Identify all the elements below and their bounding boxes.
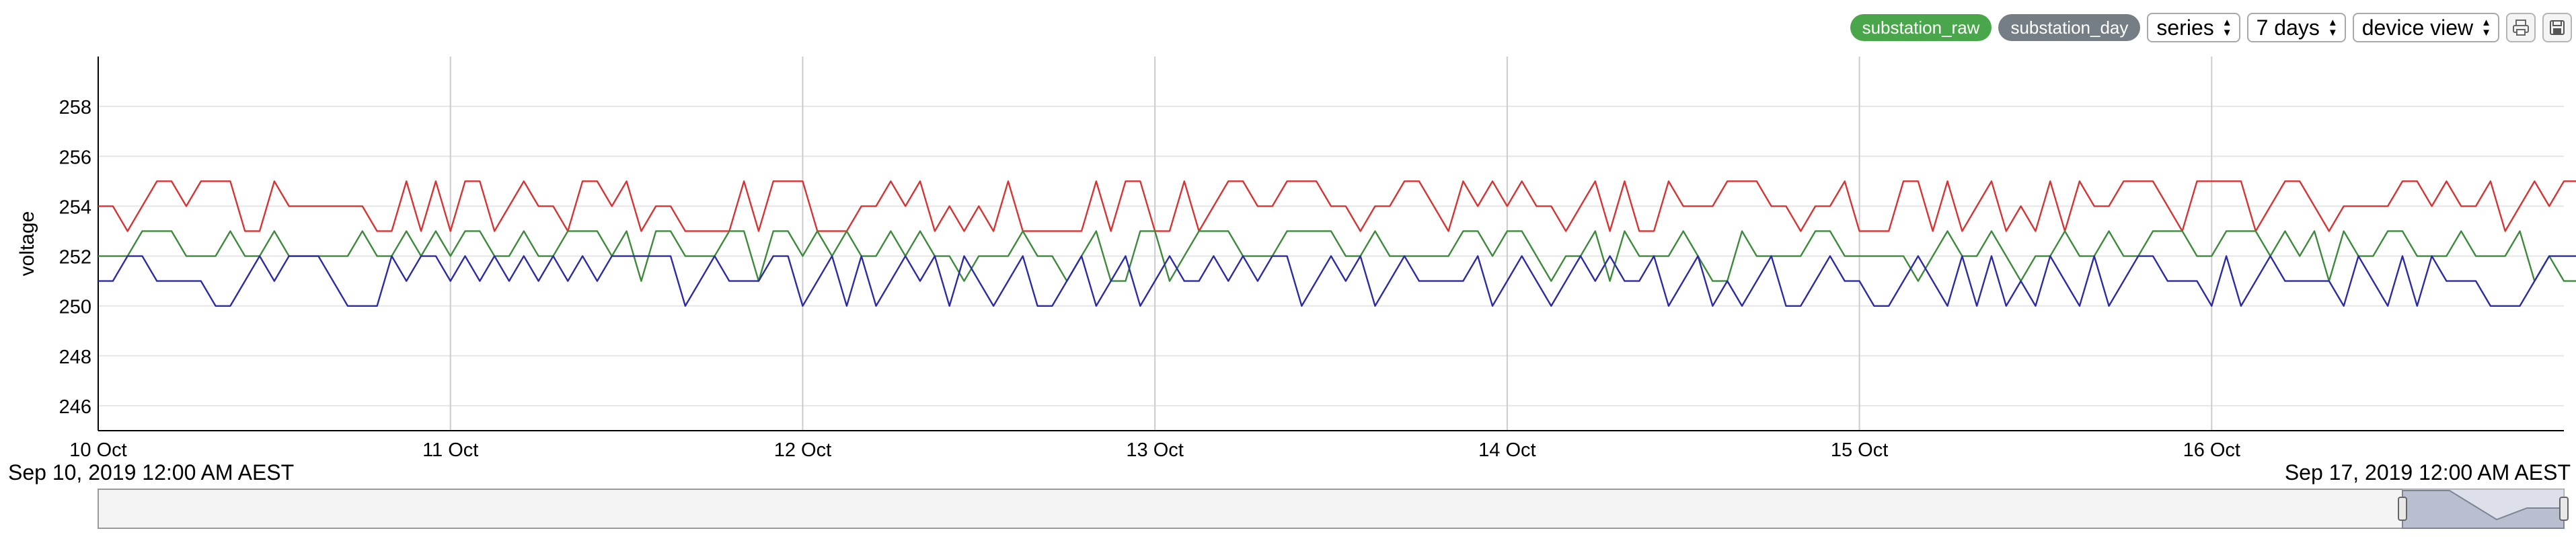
y-tick-label: 248 (59, 347, 91, 368)
series-select-value: series (2156, 15, 2214, 40)
substation-raw-button[interactable]: substation_raw (1850, 14, 1992, 41)
range-select[interactable]: 7 days ▲ ▼ (2246, 13, 2346, 42)
y-tick-label: 256 (59, 147, 91, 168)
save-icon (2550, 20, 2565, 35)
series-select[interactable]: series ▲ ▼ (2147, 13, 2240, 42)
x-tick-label: 16 Oct (2183, 439, 2240, 461)
range-end-label: Sep 17, 2019 12:00 AM AEST (2284, 460, 2571, 485)
select-arrows-icon: ▲ ▼ (2222, 17, 2232, 38)
select-arrows-icon: ▲ ▼ (2327, 17, 2338, 38)
series-line-1 (98, 230, 2576, 282)
y-tick-label: 250 (59, 297, 91, 318)
range-select-value: 7 days (2256, 15, 2320, 40)
range-navigator (98, 489, 2565, 529)
substation-day-button[interactable]: substation_day (1998, 14, 2141, 41)
print-button[interactable] (2506, 13, 2536, 42)
view-select[interactable]: device view ▲ ▼ (2352, 13, 2499, 42)
x-tick-label: 15 Oct (1831, 439, 1888, 461)
range-start-label: Sep 10, 2019 12:00 AM AEST (8, 460, 295, 485)
series-line-2 (98, 255, 2576, 307)
y-tick-label: 258 (59, 97, 91, 118)
y-tick-label: 252 (59, 247, 91, 268)
series-line-0 (98, 180, 2576, 232)
x-tick-label: 10 Oct (69, 439, 126, 461)
toolbar: substation_raw substation_day series ▲ ▼ … (1850, 11, 2572, 44)
y-tick-label: 246 (59, 396, 91, 418)
print-icon (2513, 20, 2529, 36)
x-tick-label: 13 Oct (1126, 439, 1183, 461)
range-handle-left[interactable] (2398, 497, 2407, 521)
y-tick-label: 254 (59, 196, 91, 218)
view-select-value: device view (2361, 15, 2474, 40)
select-arrows-icon: ▲ ▼ (2481, 17, 2491, 38)
save-button[interactable] (2542, 13, 2572, 42)
x-tick-label: 11 Oct (422, 439, 478, 461)
x-tick-label: 14 Oct (1478, 439, 1536, 461)
range-overview-area (2402, 490, 2565, 529)
y-axis-label: voltage (16, 211, 38, 277)
range-handle-right[interactable] (2559, 497, 2569, 521)
x-tick-label: 12 Oct (774, 439, 831, 461)
